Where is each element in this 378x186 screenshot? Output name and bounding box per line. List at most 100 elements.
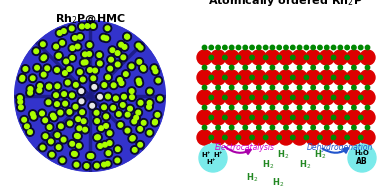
Text: Dehydrogenation: Dehydrogenation	[307, 144, 373, 153]
Circle shape	[360, 90, 375, 105]
Circle shape	[141, 65, 145, 70]
Text: H₂O: H₂O	[355, 150, 369, 156]
Circle shape	[90, 83, 98, 91]
Circle shape	[112, 83, 116, 88]
Circle shape	[20, 116, 28, 124]
Circle shape	[236, 115, 241, 120]
Circle shape	[263, 95, 268, 100]
Circle shape	[29, 110, 37, 118]
Circle shape	[87, 152, 96, 160]
Circle shape	[224, 90, 239, 105]
Circle shape	[81, 58, 90, 66]
Circle shape	[83, 22, 91, 30]
Circle shape	[325, 45, 329, 50]
Circle shape	[47, 137, 55, 146]
Circle shape	[95, 119, 99, 123]
Circle shape	[123, 32, 131, 41]
Circle shape	[104, 160, 112, 168]
Circle shape	[297, 105, 302, 110]
Circle shape	[87, 43, 92, 47]
Circle shape	[333, 110, 348, 125]
Circle shape	[18, 73, 26, 82]
Circle shape	[95, 135, 99, 140]
Circle shape	[311, 65, 315, 70]
Circle shape	[346, 110, 361, 125]
Circle shape	[136, 78, 141, 83]
Circle shape	[358, 115, 363, 120]
Circle shape	[236, 55, 241, 60]
Circle shape	[60, 158, 65, 163]
Circle shape	[146, 129, 154, 137]
Circle shape	[223, 95, 227, 100]
Circle shape	[91, 76, 96, 81]
Circle shape	[104, 36, 108, 41]
Circle shape	[136, 110, 141, 115]
Circle shape	[85, 24, 90, 28]
Circle shape	[91, 66, 99, 75]
Circle shape	[270, 45, 274, 50]
Circle shape	[358, 75, 363, 80]
Circle shape	[243, 45, 248, 50]
Circle shape	[223, 135, 227, 140]
Circle shape	[346, 90, 361, 105]
Circle shape	[292, 70, 307, 85]
Circle shape	[70, 56, 74, 60]
Circle shape	[59, 135, 68, 144]
Text: H$_2$: H$_2$	[246, 172, 258, 184]
Circle shape	[297, 125, 302, 130]
Circle shape	[81, 77, 85, 82]
Circle shape	[257, 65, 261, 70]
Circle shape	[152, 66, 156, 70]
Circle shape	[197, 50, 212, 65]
Circle shape	[45, 123, 54, 131]
Circle shape	[101, 141, 109, 149]
Circle shape	[23, 67, 28, 71]
Circle shape	[106, 75, 110, 80]
Circle shape	[284, 45, 288, 50]
Circle shape	[155, 113, 160, 117]
Circle shape	[75, 124, 84, 132]
Circle shape	[71, 150, 79, 158]
Circle shape	[130, 136, 135, 141]
Circle shape	[105, 161, 110, 166]
Circle shape	[263, 75, 268, 80]
Circle shape	[115, 51, 120, 55]
Circle shape	[17, 103, 25, 111]
Circle shape	[304, 115, 308, 120]
Circle shape	[106, 94, 110, 99]
Circle shape	[81, 119, 86, 124]
Circle shape	[71, 102, 80, 111]
Circle shape	[141, 121, 146, 125]
Circle shape	[45, 82, 53, 91]
Circle shape	[81, 60, 86, 65]
Circle shape	[138, 100, 143, 105]
Circle shape	[304, 55, 308, 60]
Circle shape	[216, 125, 220, 130]
Circle shape	[56, 145, 61, 150]
Circle shape	[216, 85, 220, 90]
Circle shape	[83, 60, 88, 65]
Circle shape	[44, 98, 53, 106]
Circle shape	[100, 160, 108, 169]
Circle shape	[102, 112, 110, 121]
Circle shape	[137, 81, 142, 85]
Circle shape	[132, 119, 136, 124]
Circle shape	[325, 125, 329, 130]
Circle shape	[56, 54, 61, 58]
Circle shape	[291, 55, 295, 60]
Circle shape	[65, 65, 73, 73]
Circle shape	[96, 93, 104, 101]
Circle shape	[77, 97, 86, 105]
Circle shape	[132, 113, 140, 122]
Circle shape	[291, 75, 295, 80]
Circle shape	[67, 110, 72, 114]
Circle shape	[40, 111, 44, 116]
Circle shape	[54, 44, 58, 49]
Circle shape	[57, 31, 62, 35]
Circle shape	[138, 127, 143, 131]
Circle shape	[257, 85, 261, 90]
Circle shape	[58, 110, 63, 115]
Circle shape	[94, 133, 102, 141]
Circle shape	[319, 50, 334, 65]
Circle shape	[128, 134, 136, 143]
